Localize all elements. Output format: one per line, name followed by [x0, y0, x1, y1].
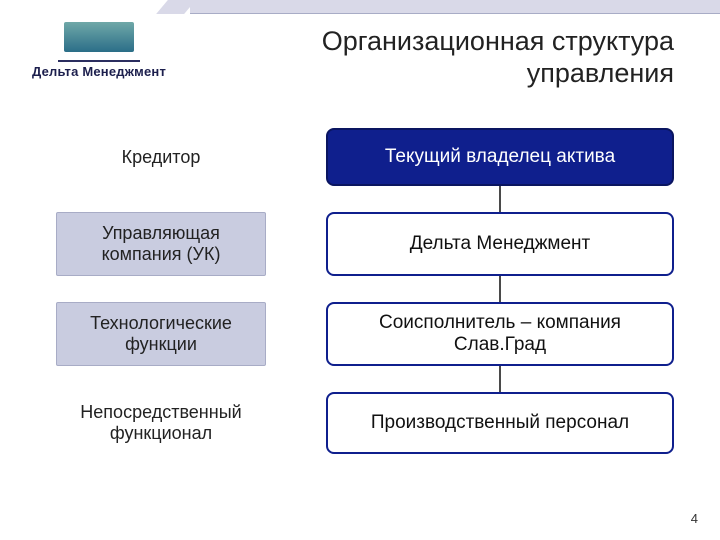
org-diagram: Кредитор Текущий владелец актива Управля… [56, 128, 674, 454]
connector [56, 276, 674, 302]
page-number: 4 [691, 511, 698, 526]
right-node-personnel: Производственный персонал [326, 392, 674, 454]
top-accent-band [190, 0, 720, 14]
right-node-delta: Дельта Менеджмент [326, 212, 674, 276]
right-node-slavgrad: Соисполнитель – компания Слав.Град [326, 302, 674, 366]
diagram-row: Технологические функции Соисполнитель – … [56, 302, 674, 366]
slide-title: Организационная структура управления [322, 26, 674, 90]
diagram-row: Кредитор Текущий владелец актива [56, 128, 674, 186]
logo-block: Дельта Менеджмент [24, 22, 174, 81]
left-label-creditor: Кредитор [56, 128, 266, 186]
connector [56, 366, 674, 392]
title-line-1: Организационная структура [322, 26, 674, 58]
title-line-2: управления [322, 58, 674, 90]
left-label-tech-functions: Технологические функции [56, 302, 266, 366]
left-label-mgmt-company: Управляющая компания (УК) [56, 212, 266, 276]
logo-name: Дельта Менеджмент [24, 64, 174, 79]
left-label-direct-functional: Непосредственный функционал [56, 392, 266, 454]
logo-mark [64, 22, 134, 58]
right-node-owner: Текущий владелец актива [326, 128, 674, 186]
connector [56, 186, 674, 212]
diagram-row: Непосредственный функционал Производстве… [56, 392, 674, 454]
diagram-row: Управляющая компания (УК) Дельта Менеджм… [56, 212, 674, 276]
